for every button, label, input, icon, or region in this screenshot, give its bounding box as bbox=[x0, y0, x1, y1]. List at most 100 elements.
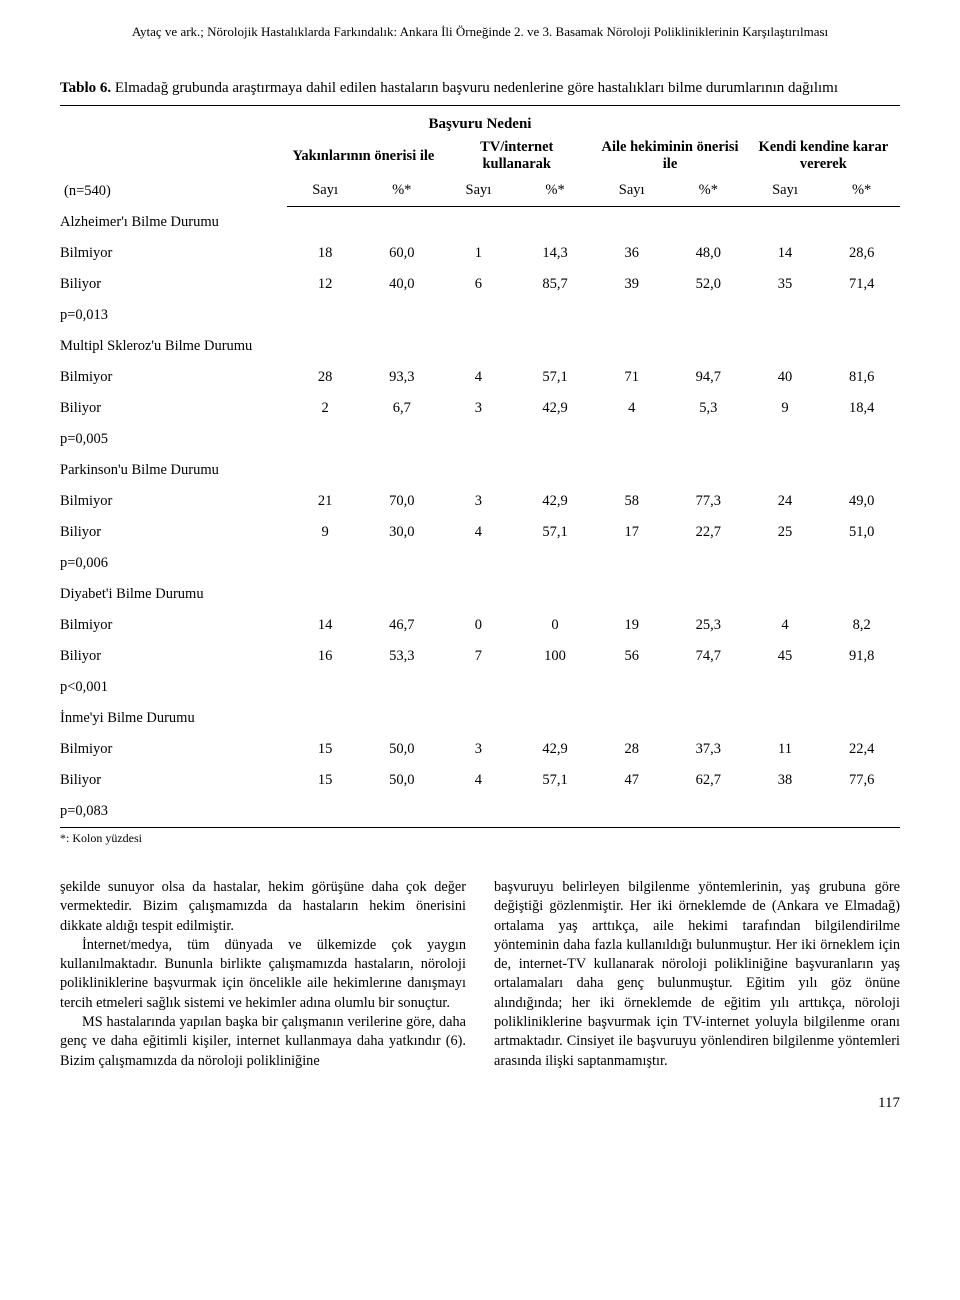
data-cell: 35 bbox=[747, 269, 824, 300]
data-cell: 25,3 bbox=[670, 610, 747, 641]
subhead: Sayı bbox=[593, 175, 670, 207]
table-p-row: p=0,006 bbox=[60, 548, 900, 579]
row-label: Biliyor bbox=[60, 765, 287, 796]
data-cell: 7 bbox=[440, 641, 517, 672]
data-cell: 85,7 bbox=[517, 269, 594, 300]
row-label: Biliyor bbox=[60, 641, 287, 672]
data-cell: 100 bbox=[517, 641, 594, 672]
table-row: Bilmiyor1550,0342,92837,31122,4 bbox=[60, 734, 900, 765]
table-row: Biliyor1653,371005674,74591,8 bbox=[60, 641, 900, 672]
data-cell: 57,1 bbox=[517, 765, 594, 796]
data-cell: 3 bbox=[440, 486, 517, 517]
table-title-bold: Tablo 6. bbox=[60, 80, 111, 96]
data-cell: 22,7 bbox=[670, 517, 747, 548]
data-cell: 11 bbox=[747, 734, 824, 765]
data-cell: 6,7 bbox=[363, 393, 440, 424]
data-cell: 77,3 bbox=[670, 486, 747, 517]
data-cell: 37,3 bbox=[670, 734, 747, 765]
body-paragraph: şekilde sunuyor olsa da hastalar, hekim … bbox=[60, 878, 466, 936]
data-cell: 40,0 bbox=[363, 269, 440, 300]
table-row: Bilmiyor1446,7001925,348,2 bbox=[60, 610, 900, 641]
page-number: 117 bbox=[60, 1095, 900, 1112]
data-cell: 21 bbox=[287, 486, 364, 517]
data-cell: 28 bbox=[287, 362, 364, 393]
data-cell: 4 bbox=[440, 765, 517, 796]
data-cell: 24 bbox=[747, 486, 824, 517]
table-row: Biliyor1240,0685,73952,03571,4 bbox=[60, 269, 900, 300]
data-cell: 14,3 bbox=[517, 238, 594, 269]
section-heading-cell: Alzheimer'ı Bilme Durumu bbox=[60, 207, 900, 239]
data-cell: 62,7 bbox=[670, 765, 747, 796]
data-cell: 9 bbox=[747, 393, 824, 424]
table-super-header: Başvuru Nedeni bbox=[60, 105, 900, 135]
table-section-heading: Parkinson'u Bilme Durumu bbox=[60, 455, 900, 486]
data-cell: 2 bbox=[287, 393, 364, 424]
data-cell: 42,9 bbox=[517, 486, 594, 517]
body-text: şekilde sunuyor olsa da hastalar, hekim … bbox=[60, 878, 900, 1071]
data-cell: 15 bbox=[287, 765, 364, 796]
data-cell: 42,9 bbox=[517, 393, 594, 424]
data-cell: 17 bbox=[593, 517, 670, 548]
section-heading-cell: Parkinson'u Bilme Durumu bbox=[60, 455, 900, 486]
n-label: (n=540) bbox=[60, 135, 287, 207]
row-label: Biliyor bbox=[60, 393, 287, 424]
data-cell: 60,0 bbox=[363, 238, 440, 269]
table-title: Tablo 6. Elmadağ grubunda araştırmaya da… bbox=[60, 80, 900, 97]
data-cell: 56 bbox=[593, 641, 670, 672]
data-cell: 45 bbox=[747, 641, 824, 672]
data-cell: 28,6 bbox=[823, 238, 900, 269]
table-row: Biliyor1550,0457,14762,73877,6 bbox=[60, 765, 900, 796]
data-cell: 4 bbox=[747, 610, 824, 641]
table-6: Tablo 6. Elmadağ grubunda araştırmaya da… bbox=[60, 80, 900, 846]
section-heading-cell: Multipl Skleroz'u Bilme Durumu bbox=[60, 331, 900, 362]
p-value-cell: p=0,083 bbox=[60, 796, 900, 827]
data-cell: 3 bbox=[440, 393, 517, 424]
data-cell: 53,3 bbox=[363, 641, 440, 672]
data-cell: 42,9 bbox=[517, 734, 594, 765]
table-p-row: p=0,083 bbox=[60, 796, 900, 827]
row-label: Bilmiyor bbox=[60, 486, 287, 517]
col-group-4: Kendi kendine karar vererek bbox=[747, 135, 900, 175]
data-cell: 4 bbox=[440, 517, 517, 548]
subhead: Sayı bbox=[287, 175, 364, 207]
p-value-cell: p=0,013 bbox=[60, 300, 900, 331]
data-cell: 18 bbox=[287, 238, 364, 269]
data-cell: 77,6 bbox=[823, 765, 900, 796]
data-cell: 81,6 bbox=[823, 362, 900, 393]
data-cell: 4 bbox=[440, 362, 517, 393]
subhead: %* bbox=[363, 175, 440, 207]
data-cell: 30,0 bbox=[363, 517, 440, 548]
data-cell: 14 bbox=[287, 610, 364, 641]
data-cell: 38 bbox=[747, 765, 824, 796]
table-row: Biliyor930,0457,11722,72551,0 bbox=[60, 517, 900, 548]
section-heading-cell: Diyabet'i Bilme Durumu bbox=[60, 579, 900, 610]
data-cell: 15 bbox=[287, 734, 364, 765]
table-p-row: p=0,005 bbox=[60, 424, 900, 455]
data-cell: 71,4 bbox=[823, 269, 900, 300]
data-cell: 70,0 bbox=[363, 486, 440, 517]
p-value-cell: p<0,001 bbox=[60, 672, 900, 703]
table-row: Bilmiyor2893,3457,17194,74081,6 bbox=[60, 362, 900, 393]
col-group-3: Aile hekiminin önerisi ile bbox=[593, 135, 746, 175]
table-title-text: Elmadağ grubunda araştırmaya dahil edile… bbox=[111, 80, 838, 96]
data-cell: 50,0 bbox=[363, 734, 440, 765]
data-cell: 91,8 bbox=[823, 641, 900, 672]
body-right-column: başvuruyu belirleyen bilgilenme yöntemle… bbox=[494, 878, 900, 1071]
body-paragraph: İnternet/medya, tüm dünyada ve ülkemizde… bbox=[60, 936, 466, 1013]
data-cell: 74,7 bbox=[670, 641, 747, 672]
table-p-row: p=0,013 bbox=[60, 300, 900, 331]
data-cell: 16 bbox=[287, 641, 364, 672]
data-cell: 57,1 bbox=[517, 517, 594, 548]
row-label: Bilmiyor bbox=[60, 238, 287, 269]
table-section-heading: Multipl Skleroz'u Bilme Durumu bbox=[60, 331, 900, 362]
data-cell: 51,0 bbox=[823, 517, 900, 548]
p-value-cell: p=0,005 bbox=[60, 424, 900, 455]
row-label: Bilmiyor bbox=[60, 734, 287, 765]
data-cell: 46,7 bbox=[363, 610, 440, 641]
data-cell: 12 bbox=[287, 269, 364, 300]
data-cell: 3 bbox=[440, 734, 517, 765]
data-cell: 58 bbox=[593, 486, 670, 517]
table-section-heading: İnme'yi Bilme Durumu bbox=[60, 703, 900, 734]
p-value-cell: p=0,006 bbox=[60, 548, 900, 579]
data-cell: 28 bbox=[593, 734, 670, 765]
